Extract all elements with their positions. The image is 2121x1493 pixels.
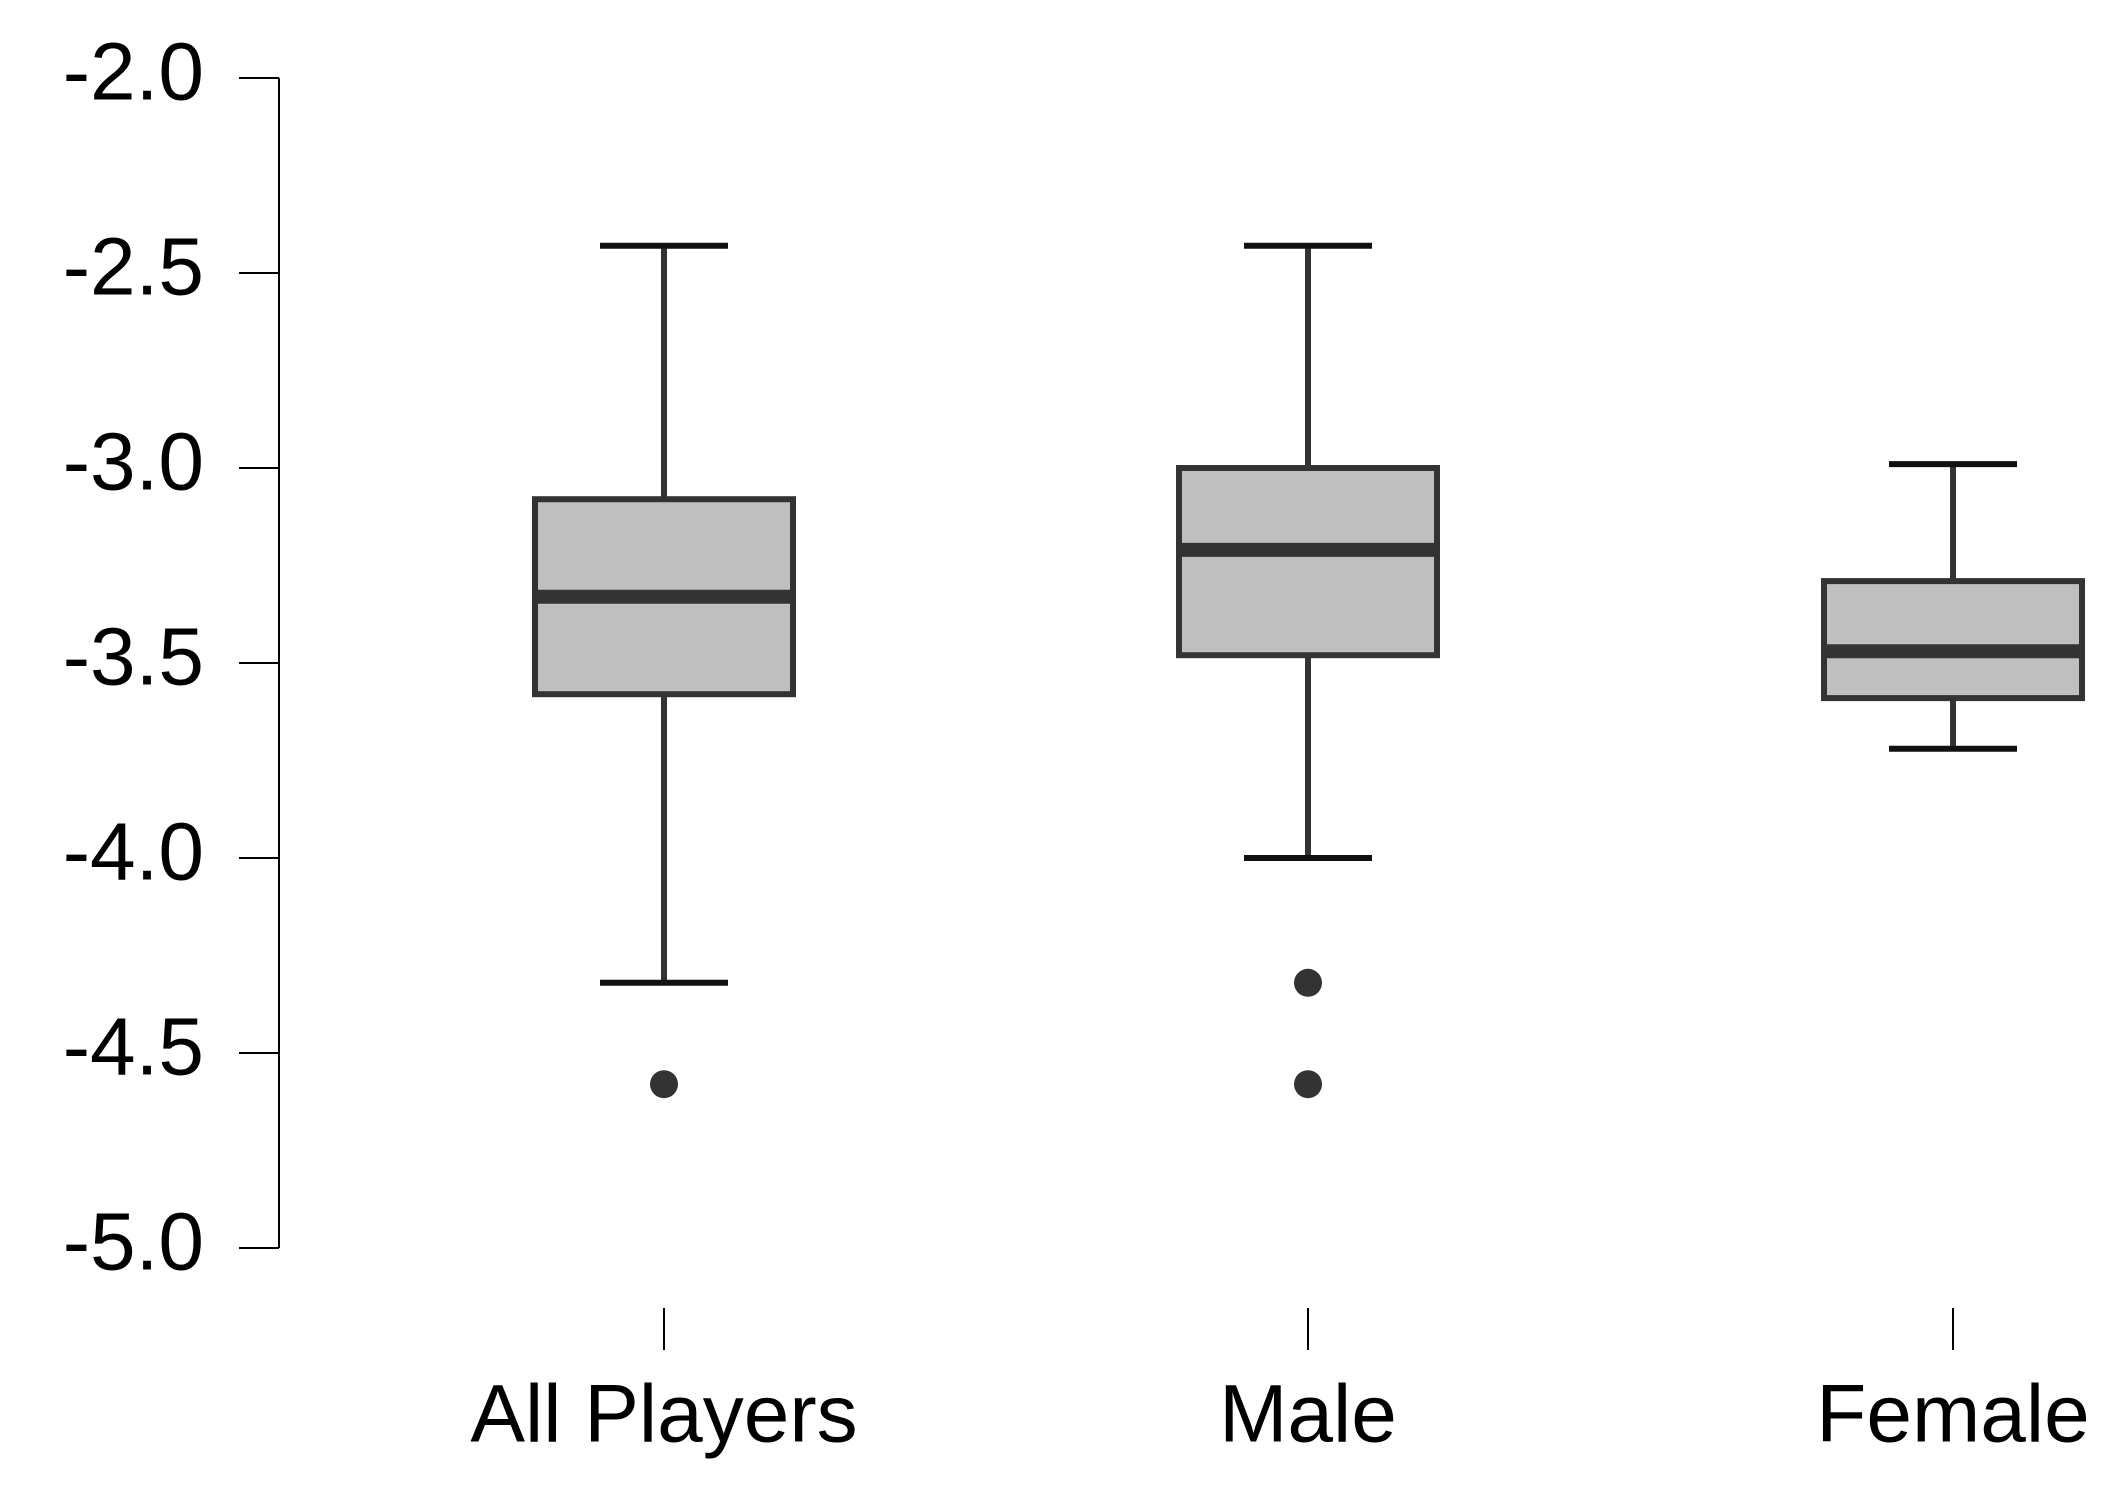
x-tick-label: All Players [470, 1369, 857, 1460]
y-tick-label: -4.0 [63, 807, 204, 898]
outlier [1294, 968, 1322, 997]
box [1821, 578, 2085, 702]
x-tick-label: Male [1219, 1369, 1397, 1460]
y-tick-label: -2.5 [63, 222, 204, 313]
box [1176, 465, 1440, 659]
y-tick-label: -3.5 [63, 612, 204, 703]
y-tick-label: -5.0 [63, 1197, 204, 1288]
y-tick-label: -2.0 [63, 27, 204, 118]
y-tick-label: -4.5 [63, 1002, 204, 1093]
outlier [1294, 1070, 1322, 1099]
outlier [650, 1070, 678, 1099]
x-tick-label: Female [1816, 1369, 2089, 1460]
y-tick-label: -3.0 [63, 417, 204, 508]
